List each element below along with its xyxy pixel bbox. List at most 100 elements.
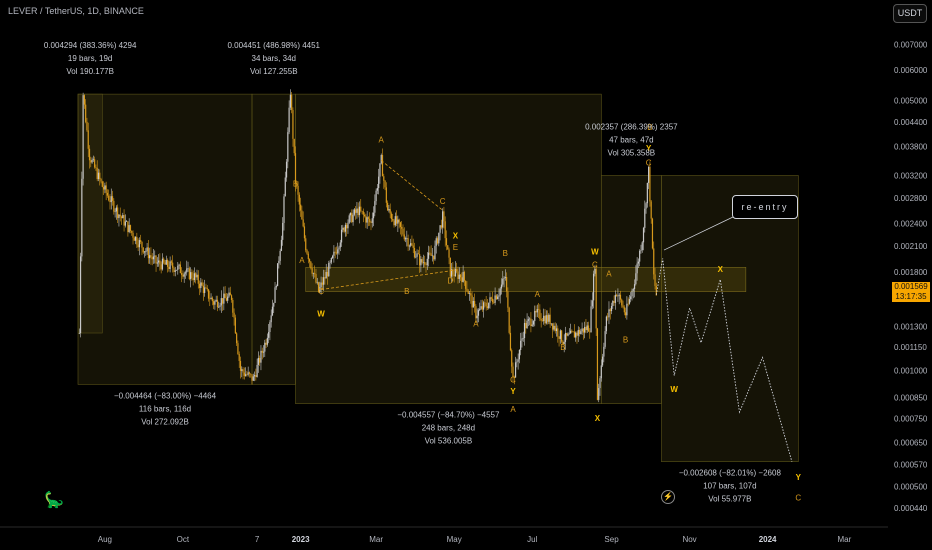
candle-body <box>580 331 582 334</box>
candle-body <box>627 303 629 305</box>
candle-body <box>499 288 501 296</box>
candle-body <box>100 178 102 182</box>
candle-body <box>255 375 257 377</box>
candle-body <box>132 232 134 238</box>
lightning-icon[interactable]: ⚡ <box>661 490 675 504</box>
x-tick-label: Sep <box>604 535 619 544</box>
measure-box <box>661 175 799 463</box>
candle-body <box>333 251 335 256</box>
candle-body <box>471 295 473 308</box>
candle-body <box>92 159 94 160</box>
candle-body <box>564 332 567 342</box>
candle-body <box>461 277 463 282</box>
candle-body <box>138 240 141 248</box>
candle-body <box>566 332 568 336</box>
x-tick-label: Oct <box>177 535 190 544</box>
candle-body <box>607 316 609 318</box>
x-tick-label: 2023 <box>292 535 310 544</box>
candle-body <box>526 320 528 329</box>
candle-body <box>128 225 130 233</box>
candle-body <box>380 154 382 164</box>
wave-label: W <box>591 247 599 256</box>
candle-body <box>452 269 454 275</box>
wave-label: B <box>293 179 298 188</box>
candle-body <box>376 188 378 191</box>
candle-body <box>242 369 244 373</box>
candle-body <box>274 287 276 303</box>
candle-body <box>206 287 208 290</box>
candle-body <box>520 340 522 350</box>
candle-body <box>329 262 331 264</box>
candle-body <box>302 219 304 227</box>
candle-body <box>508 307 510 333</box>
candle-body <box>271 306 274 316</box>
candle-body <box>348 215 350 223</box>
candle-body <box>407 238 409 247</box>
x-axis: Aug Oct 7 2023 Mar May Jul Sep Nov 2024 Mar <box>98 535 852 544</box>
candle-body <box>173 267 175 272</box>
measure-label-line: 19 bars, 19d <box>68 54 112 63</box>
candle-body <box>650 201 652 219</box>
candle-body <box>576 332 578 336</box>
candle-body <box>105 185 107 193</box>
candle-body <box>360 206 362 211</box>
currency-button[interactable]: USDT <box>893 4 927 23</box>
candle-body <box>230 295 233 300</box>
y-tick-label: 0.006000 <box>894 66 928 75</box>
candle-body <box>349 212 352 216</box>
candle-body <box>412 245 414 248</box>
candle-body <box>550 323 552 325</box>
candle-body <box>306 250 308 254</box>
candle-body <box>86 121 88 131</box>
candle-body <box>631 290 633 297</box>
candle-body <box>85 104 87 122</box>
candle-body <box>436 238 439 244</box>
y-tick-label: 0.003200 <box>894 171 928 180</box>
candle-body <box>192 278 194 281</box>
candle-body <box>260 350 262 363</box>
candle-body <box>250 373 252 375</box>
candle-body <box>195 273 197 278</box>
candle-body <box>445 238 448 246</box>
candle-body <box>340 229 343 243</box>
candle-body <box>419 253 421 266</box>
candle-body <box>557 328 559 337</box>
candle-body <box>252 376 254 381</box>
candle-body <box>539 309 541 319</box>
candle-body <box>553 325 555 330</box>
measure-label-line: 0.002357 (286.39%) 2357 <box>585 122 678 131</box>
candle-body <box>527 319 529 321</box>
candle-body <box>265 342 267 345</box>
candle-body <box>571 330 573 332</box>
candle-body <box>422 262 425 263</box>
candle-body <box>292 109 294 139</box>
candle-body <box>532 321 535 325</box>
candle-body <box>654 274 656 286</box>
candle-body <box>506 277 508 292</box>
candle-body <box>308 259 311 262</box>
candle-body <box>332 255 334 259</box>
candle-body <box>493 302 495 303</box>
candle-body <box>81 178 83 257</box>
candle-body <box>225 298 228 301</box>
candle-body <box>353 209 355 215</box>
candle-body <box>385 187 387 203</box>
candle-body <box>149 255 151 259</box>
wave-label: C <box>318 287 324 296</box>
candle-body <box>245 374 247 376</box>
candle-body <box>186 268 188 273</box>
candle-body <box>123 215 125 226</box>
candle-body <box>555 328 558 332</box>
candle-body <box>346 224 348 229</box>
projection-path <box>655 258 793 462</box>
candle-body <box>548 314 550 322</box>
candle-body <box>216 299 219 308</box>
measure-label-line: Vol 190.177B <box>66 67 114 76</box>
candle-body <box>287 132 289 162</box>
candle-body <box>522 338 524 339</box>
candle-body <box>639 250 641 262</box>
candle-body <box>449 257 451 277</box>
candle-body <box>88 148 91 161</box>
candle-body <box>201 282 203 286</box>
